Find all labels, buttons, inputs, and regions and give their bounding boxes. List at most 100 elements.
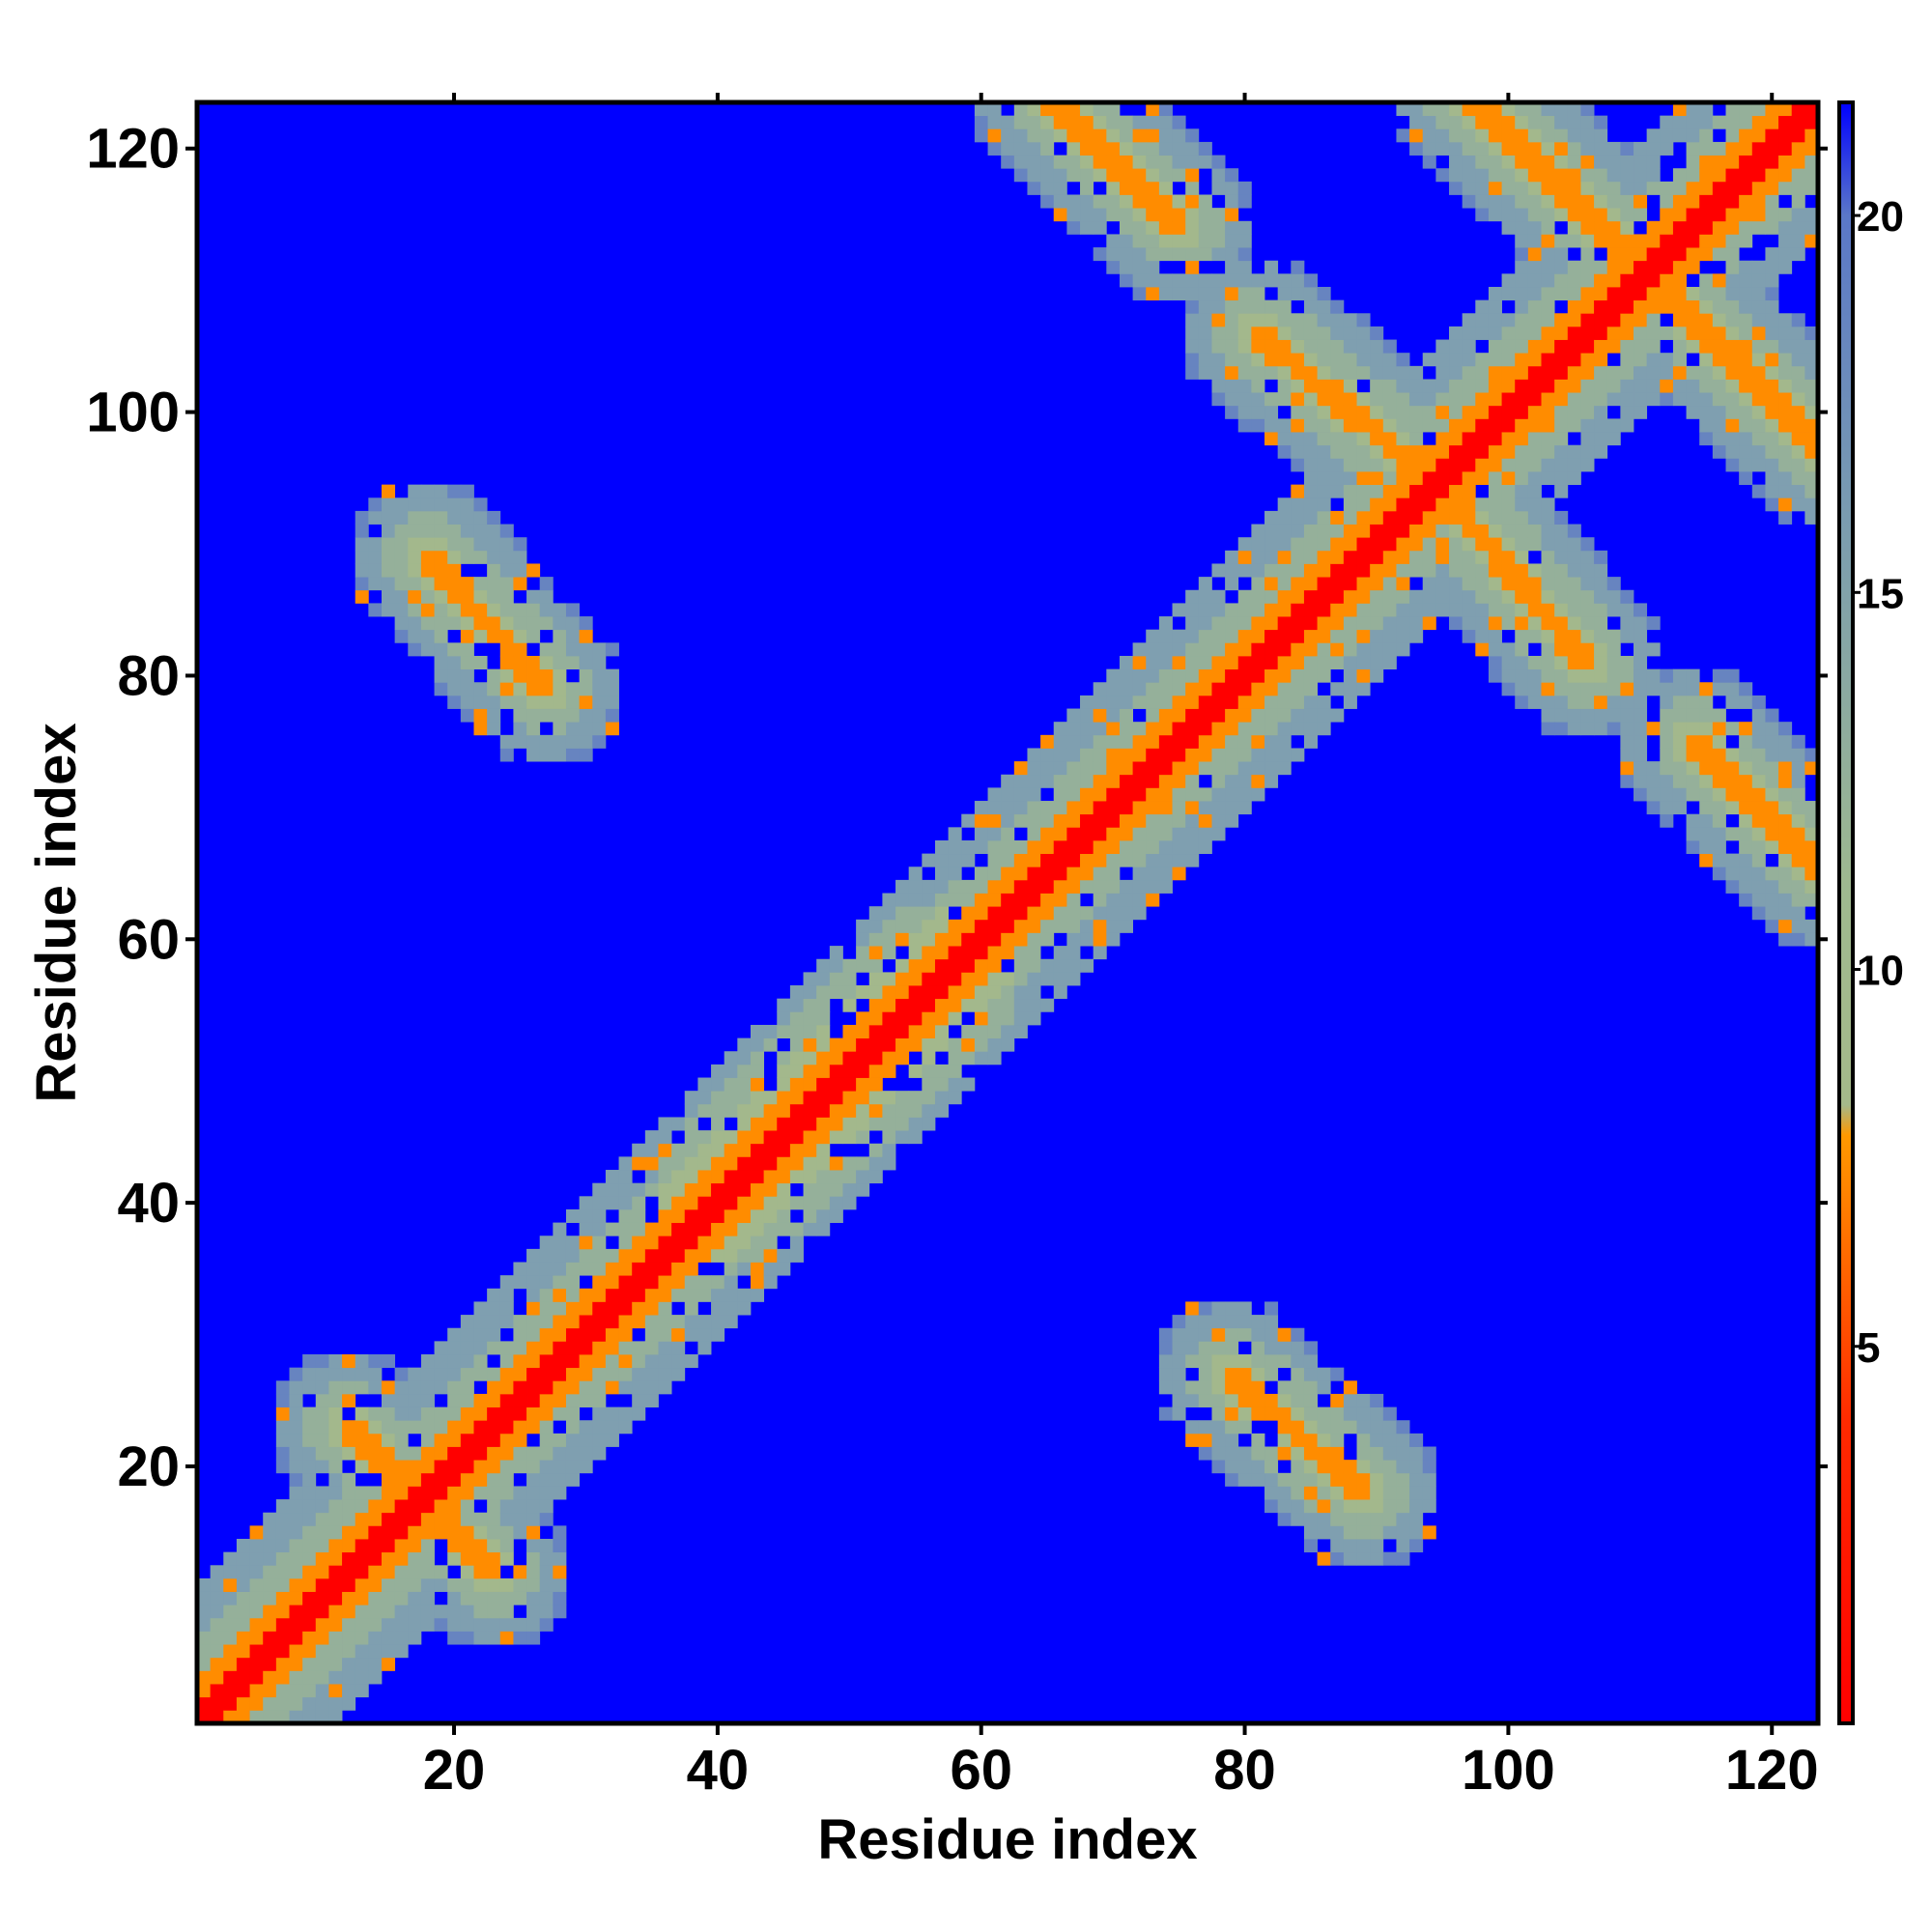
heatmap-cell: [1501, 115, 1516, 129]
heatmap-cell: [1225, 353, 1239, 367]
heatmap-cell: [632, 1354, 646, 1369]
heatmap-cell: [1541, 603, 1555, 617]
heatmap-cell: [473, 1367, 488, 1381]
heatmap-cell: [447, 695, 462, 709]
heatmap-cell: [1804, 168, 1819, 183]
heatmap-cell: [1396, 1551, 1410, 1566]
heatmap-cell: [1751, 787, 1766, 802]
heatmap-cell: [856, 1064, 870, 1078]
heatmap-cell: [1778, 339, 1793, 354]
heatmap-cell: [1699, 734, 1714, 749]
heatmap-cell: [1158, 761, 1173, 776]
heatmap-cell: [1699, 102, 1714, 117]
heatmap-cell: [315, 1367, 329, 1381]
heatmap-cell: [236, 1684, 250, 1698]
heatmap-cell: [579, 1460, 593, 1474]
heatmap-cell: [1343, 510, 1357, 525]
heatmap-cell: [1356, 655, 1371, 670]
heatmap-cell: [1606, 260, 1621, 274]
heatmap-cell: [434, 1525, 448, 1540]
heatmap-cell: [1791, 194, 1805, 209]
heatmap-cell: [1804, 115, 1819, 129]
heatmap-cell: [1013, 893, 1028, 907]
heatmap-cell: [1356, 1512, 1371, 1526]
heatmap-cell: [644, 1262, 659, 1276]
heatmap-cell: [289, 1380, 303, 1395]
heatmap-cell: [499, 550, 514, 564]
heatmap-cell: [1686, 708, 1700, 723]
heatmap-cell: [434, 1460, 448, 1474]
heatmap-cell: [1132, 682, 1147, 696]
heatmap-cell: [1330, 537, 1345, 552]
heatmap-cell: [1330, 655, 1345, 670]
heatmap-cell: [1594, 682, 1608, 696]
heatmap-cell: [210, 1617, 224, 1632]
heatmap-cell: [1435, 141, 1450, 156]
heatmap-cell: [1449, 616, 1463, 631]
heatmap-cell: [1634, 603, 1648, 617]
heatmap-cell: [1119, 893, 1133, 907]
heatmap-cell: [1370, 1539, 1384, 1553]
heatmap-cell: [1158, 787, 1173, 802]
heatmap-cell: [1594, 326, 1608, 340]
heatmap-cell: [460, 1367, 474, 1381]
heatmap-cell: [434, 668, 448, 683]
heatmap-cell: [1001, 919, 1015, 933]
heatmap-cell: [499, 1512, 514, 1526]
heatmap-cell: [289, 1617, 303, 1632]
heatmap-cell: [1804, 234, 1819, 248]
heatmap-cell: [1303, 616, 1318, 631]
heatmap-cell: [1158, 102, 1173, 117]
heatmap-cell: [1185, 668, 1200, 683]
heatmap-cell: [1725, 774, 1740, 788]
heatmap-cell: [1264, 748, 1279, 762]
heatmap-cell: [1330, 365, 1345, 380]
heatmap-cell: [1277, 365, 1292, 380]
heatmap-cell: [1634, 326, 1648, 340]
heatmap-cell: [1725, 787, 1740, 802]
heatmap-cell: [394, 563, 409, 578]
heatmap-cell: [1343, 616, 1357, 631]
heatmap-cell: [605, 642, 619, 657]
heatmap-cell: [1330, 563, 1345, 578]
heatmap-cell: [1370, 1446, 1384, 1461]
heatmap-cell: [1739, 379, 1753, 393]
heatmap-cell: [1554, 141, 1569, 156]
heatmap-cell: [1527, 668, 1542, 683]
heatmap-cell: [1567, 220, 1581, 235]
heatmap-cell: [381, 510, 396, 525]
heatmap-cell: [1277, 273, 1292, 288]
heatmap-cell: [618, 1262, 633, 1276]
heatmap-cell: [1672, 313, 1687, 327]
heatmap-cell: [1791, 115, 1805, 129]
heatmap-cell: [420, 1565, 435, 1579]
heatmap-cell: [737, 1103, 752, 1118]
heatmap-cell: [1686, 668, 1700, 683]
heatmap-cell: [355, 1499, 369, 1514]
heatmap-cell: [1488, 629, 1502, 643]
heatmap-cell: [1277, 563, 1292, 578]
heatmap-cell: [1409, 418, 1424, 433]
heatmap-cell: [1686, 722, 1700, 736]
heatmap-cell: [1634, 299, 1648, 314]
heatmap-cell: [632, 1236, 646, 1250]
heatmap-cell: [724, 1182, 738, 1197]
heatmap-cell: [539, 1367, 554, 1381]
heatmap-cell: [816, 1077, 831, 1092]
heatmap-cell: [724, 1236, 738, 1250]
heatmap-cell: [908, 932, 923, 947]
heatmap-cell: [1185, 234, 1200, 248]
heatmap-cell: [1013, 972, 1028, 986]
heatmap-cell: [1291, 1512, 1305, 1526]
heatmap-cell: [1554, 286, 1569, 301]
heatmap-cell: [1501, 168, 1516, 183]
heatmap-cell: [368, 1512, 383, 1526]
heatmap-cell: [1264, 577, 1279, 591]
heatmap-cell: [1225, 299, 1239, 314]
heatmap-cell: [1791, 906, 1805, 921]
heatmap-cell: [816, 985, 831, 1000]
heatmap-cell: [1066, 774, 1081, 788]
heatmap-cell: [987, 932, 1002, 947]
heatmap-cell: [842, 985, 857, 1000]
heatmap-cell: [922, 958, 936, 973]
